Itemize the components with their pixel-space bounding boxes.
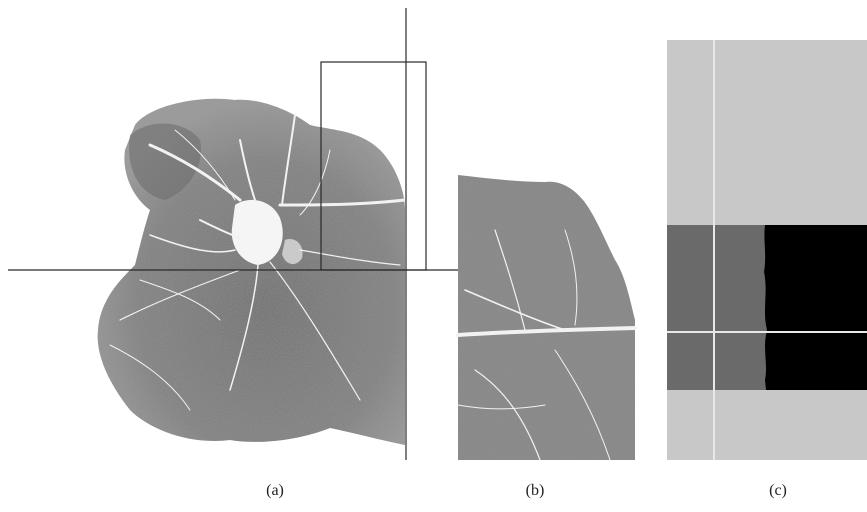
crop-tissue (458, 175, 635, 460)
tissue-veins (109, 114, 407, 411)
segment-black-region (764, 225, 867, 390)
crop-veins (456, 229, 637, 461)
tissue-pale-patch (282, 239, 303, 265)
panel-a-image (8, 8, 460, 460)
caption-a: (a) (266, 482, 284, 499)
panel-c-image (667, 40, 867, 460)
tissue-pale-core (231, 199, 283, 265)
caption-c: (c) (769, 482, 787, 499)
tissue-dark-lobe (129, 123, 201, 200)
caption-b: (b) (525, 482, 545, 499)
panel-b-image (456, 175, 637, 461)
